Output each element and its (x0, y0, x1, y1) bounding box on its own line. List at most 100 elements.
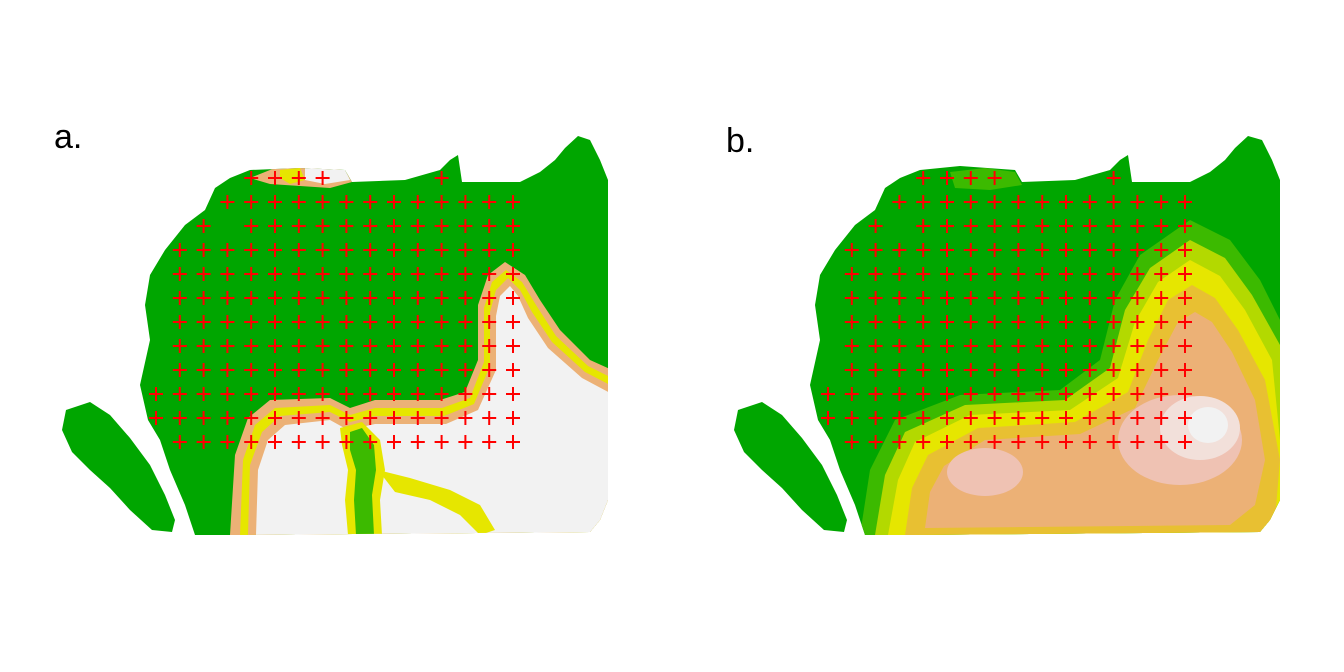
sample-point-marker (963, 339, 978, 353)
sample-point-marker (1082, 315, 1097, 329)
sample-point-marker (387, 243, 401, 257)
sample-point-marker (196, 291, 211, 305)
sample-point-marker (1106, 195, 1121, 209)
sample-point-marker (1011, 339, 1026, 353)
sample-point-marker (1178, 219, 1192, 233)
sample-point-marker (387, 363, 401, 377)
sample-point-marker (410, 411, 425, 425)
sample-point-marker (1011, 363, 1026, 377)
panel-b-sample-points (821, 171, 1192, 449)
sample-point-marker (844, 411, 859, 425)
sample-point-marker (482, 339, 497, 353)
sample-point-marker (410, 339, 425, 353)
sample-point-marker (315, 243, 330, 257)
sample-point-marker (291, 171, 306, 185)
sample-point-marker (1035, 267, 1050, 281)
sample-point-marker (244, 339, 259, 353)
sample-point-marker (172, 387, 187, 401)
sample-point-marker (434, 195, 449, 209)
sample-point-marker (1059, 387, 1073, 401)
panel-b-raster (810, 136, 1280, 535)
sample-point-marker (268, 315, 282, 329)
sample-point-marker (940, 171, 954, 185)
sample-point-marker (220, 387, 235, 401)
sample-point-marker (410, 363, 425, 377)
sample-point-marker (482, 195, 497, 209)
sample-point-marker (410, 195, 425, 209)
sample-point-marker (387, 291, 401, 305)
sample-point-marker (821, 411, 835, 425)
sample-point-marker (1130, 387, 1145, 401)
sample-point-marker (868, 363, 883, 377)
sample-point-marker (987, 435, 1002, 449)
sample-point-marker (1082, 195, 1097, 209)
sample-point-marker (268, 411, 282, 425)
sample-point-marker (220, 411, 235, 425)
sample-point-marker (1011, 267, 1026, 281)
sample-point-marker (244, 435, 259, 449)
sample-point-marker (1154, 387, 1169, 401)
sample-point-marker (987, 339, 1002, 353)
sample-point-marker (963, 411, 978, 425)
sample-point-marker (244, 243, 259, 257)
sample-point-marker (506, 267, 520, 281)
sample-point-marker (434, 411, 449, 425)
sample-point-marker (987, 267, 1002, 281)
sample-point-marker (315, 267, 330, 281)
sample-point-marker (291, 387, 306, 401)
panel-a-island (62, 402, 175, 532)
sample-point-marker (963, 315, 978, 329)
sample-point-marker (458, 387, 473, 401)
sample-point-marker (339, 339, 354, 353)
sample-point-marker (268, 291, 282, 305)
sample-point-marker (963, 267, 978, 281)
sample-point-marker (1059, 243, 1073, 257)
sample-point-marker (458, 195, 473, 209)
sample-point-marker (940, 195, 954, 209)
sample-point-marker (196, 243, 211, 257)
sample-point-marker (410, 435, 425, 449)
sample-point-marker (1082, 243, 1097, 257)
sample-point-marker (410, 387, 425, 401)
sample-point-marker (363, 387, 378, 401)
sample-point-marker (458, 267, 473, 281)
sample-point-marker (482, 315, 497, 329)
sample-point-marker (291, 267, 306, 281)
sample-point-marker (1154, 435, 1169, 449)
sample-point-marker (339, 267, 354, 281)
sample-point-marker (1106, 243, 1121, 257)
sample-point-marker (220, 315, 235, 329)
sample-point-marker (892, 195, 907, 209)
sample-point-marker (892, 435, 907, 449)
sample-point-marker (339, 411, 354, 425)
sample-point-marker (1130, 243, 1145, 257)
sample-point-marker (1082, 339, 1097, 353)
sample-point-marker (1106, 411, 1121, 425)
sample-point-marker (1082, 411, 1097, 425)
sample-point-marker (410, 243, 425, 257)
sample-point-marker (363, 363, 378, 377)
sample-point-marker (1106, 267, 1121, 281)
sample-point-marker (387, 315, 401, 329)
sample-point-marker (410, 315, 425, 329)
sample-point-marker (868, 243, 883, 257)
sample-point-marker (172, 411, 187, 425)
sample-point-marker (339, 387, 354, 401)
sample-point-marker (268, 387, 282, 401)
sample-point-marker (410, 291, 425, 305)
sample-point-marker (506, 435, 520, 449)
sample-point-marker (506, 243, 520, 257)
sample-point-marker (940, 387, 954, 401)
sample-point-marker (220, 339, 235, 353)
sample-point-marker (482, 267, 497, 281)
sample-point-marker (892, 315, 907, 329)
sample-point-marker (220, 267, 235, 281)
sample-point-marker (506, 315, 520, 329)
sample-point-marker (987, 411, 1002, 425)
sample-point-marker (196, 387, 211, 401)
sample-point-marker (268, 171, 282, 185)
sample-point-marker (868, 387, 883, 401)
sample-point-marker (844, 339, 859, 353)
sample-point-marker (963, 219, 978, 233)
